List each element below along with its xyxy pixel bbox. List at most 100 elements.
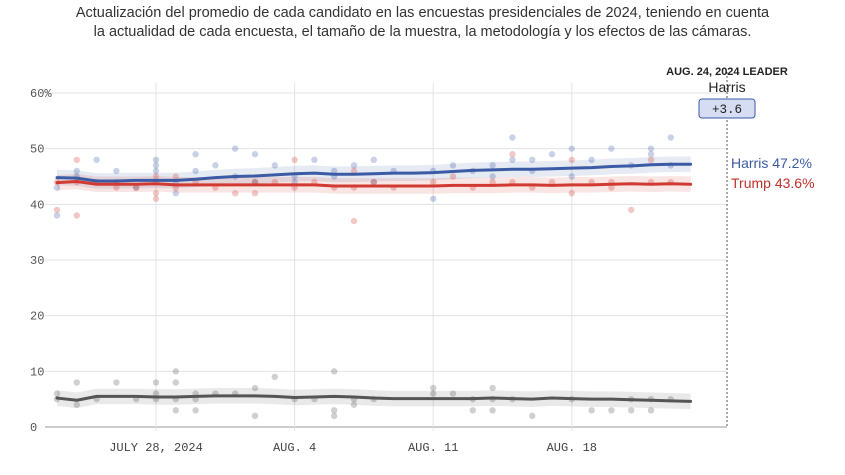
harris-poll-point (430, 195, 437, 202)
y-tick-label: 30 (30, 254, 44, 268)
harris-poll-point (568, 173, 575, 180)
other-poll-point (73, 401, 81, 408)
harris-poll-point (192, 151, 199, 158)
trump-poll-point (232, 190, 239, 197)
trump-poll-point (172, 173, 179, 180)
trump-poll-point (430, 178, 437, 186)
trump-average-line (55, 180, 693, 188)
harris-poll-point (311, 156, 318, 163)
other-poll-point (172, 379, 179, 386)
harris-poll-point (53, 212, 61, 219)
y-tick-label: 40 (30, 198, 44, 212)
harris-poll-point (133, 184, 140, 191)
other-poll-point (251, 384, 259, 392)
other-poll-point (350, 401, 358, 408)
harris-poll-point (667, 134, 674, 141)
trump-poll-point (608, 184, 615, 191)
y-tick-label: 0 (30, 421, 37, 435)
y-tick-label: 20 (30, 310, 44, 324)
other-poll-point (430, 390, 437, 397)
trump-poll-point (291, 156, 298, 163)
leader-margin-box (698, 98, 756, 119)
harris-poll-point (548, 151, 556, 158)
other-poll-point (113, 379, 120, 386)
other-poll-point (172, 368, 179, 375)
trump-poll-point (251, 190, 259, 197)
harris-poll-point (608, 145, 615, 152)
trump-poll-point (133, 184, 140, 191)
harris-poll-point (53, 184, 61, 191)
trump-poll-point (152, 190, 160, 197)
trump-poll-point (548, 178, 556, 186)
trump-poll-point (113, 184, 120, 191)
other-poll-point (647, 407, 655, 414)
other-poll-point (73, 379, 81, 386)
other-poll-point (251, 412, 259, 420)
leader-margin: +3.6 (712, 103, 742, 117)
harris-poll-point (331, 167, 338, 175)
other-poll-point (469, 407, 476, 414)
x-axis: JULY 28, 2024 AUG. 4 AUG. 11 AUG. 18 (109, 441, 597, 455)
harris-poll-point (113, 167, 120, 175)
harris-poll-point (271, 162, 278, 169)
trump-poll-point (568, 156, 575, 163)
y-tick-label: 10 (30, 365, 44, 379)
other-poll-point (192, 407, 199, 414)
other-poll-point (331, 368, 338, 375)
trump-poll-point (152, 195, 160, 202)
other-poll-point (53, 390, 61, 397)
harris-poll-point (449, 162, 457, 169)
trump-poll-point (568, 190, 575, 197)
harris-poll-point (93, 156, 100, 163)
harris-poll-point (370, 156, 377, 163)
other-poll-point (449, 390, 457, 397)
harris-end-label: Harris 47.2% (731, 155, 812, 171)
x-tick-label: AUG. 11 (408, 441, 458, 455)
x-tick-label: JULY 28, 2024 (109, 441, 203, 455)
harris-poll-point (647, 145, 655, 152)
trump-poll-point (152, 173, 160, 180)
harris-poll-point (489, 173, 496, 180)
other-poll-point (608, 407, 615, 414)
trump-poll-point (647, 156, 655, 163)
other-poll-point (588, 407, 595, 414)
y-tick-label: 60% (30, 87, 52, 101)
harris-poll-point (529, 156, 536, 163)
harris-poll-point (232, 145, 239, 152)
other-poll-point (331, 412, 338, 420)
trump-poll-point (350, 167, 358, 175)
average-lines (55, 162, 693, 403)
harris-poll-point (73, 167, 81, 175)
y-tick-label: 50 (30, 143, 44, 157)
harris-poll-point (192, 167, 199, 175)
trump-poll-point (509, 151, 516, 158)
other-poll-point (152, 379, 160, 386)
harris-poll-point (588, 156, 595, 163)
trump-poll-point (449, 173, 457, 180)
harris-poll-point (152, 162, 160, 169)
other-poll-point (172, 407, 179, 414)
leader-callout: AUG. 24, 2024 LEADER Harris +3.6 (666, 66, 788, 119)
harris-poll-point (172, 190, 179, 197)
other-poll-point (529, 412, 536, 420)
trump-poll-point (73, 212, 81, 219)
x-tick-label: AUG. 4 (273, 441, 316, 455)
trump-poll-point (53, 206, 61, 214)
harris-poll-point (509, 156, 516, 163)
harris-poll-point (212, 162, 219, 169)
other-poll-point (331, 407, 338, 414)
leader-name: Harris (708, 79, 745, 95)
trump-poll-point (370, 178, 377, 186)
trump-poll-point (628, 206, 635, 214)
harris-poll-point (509, 134, 516, 141)
harris-poll-point (350, 162, 358, 169)
harris-poll-point (152, 156, 160, 163)
harris-poll-point (152, 167, 160, 175)
harris-poll-point (251, 151, 259, 158)
chart-grid (45, 83, 727, 431)
other-average-line (55, 394, 693, 403)
harris-poll-point (647, 151, 655, 158)
harris-poll-point (568, 145, 575, 152)
x-tick-label: AUG. 18 (547, 441, 597, 455)
